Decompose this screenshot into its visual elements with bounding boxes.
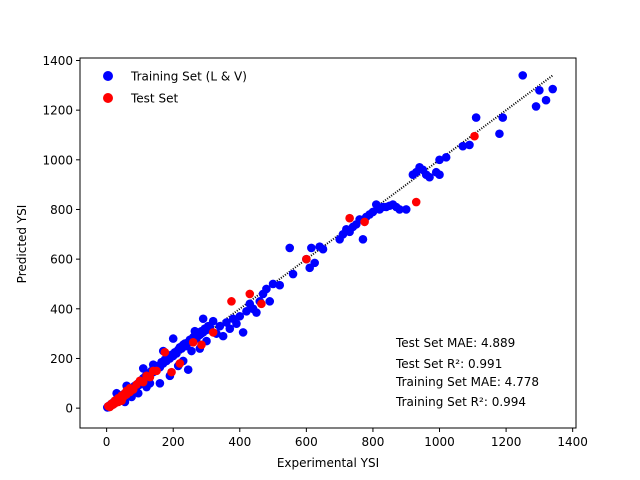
training-point: [187, 346, 196, 356]
test-point: [208, 328, 218, 337]
training-point: [518, 71, 528, 80]
training-point: [531, 102, 541, 111]
y-tick-label: 400: [50, 302, 73, 316]
x-axis-ticks: 0 200 400 600 800 1000 1200 1400: [103, 428, 588, 449]
training-point: [535, 85, 544, 95]
training-point: [232, 319, 241, 329]
training-point: [285, 243, 295, 253]
x-tick-label: 1000: [424, 435, 455, 449]
training-point: [155, 379, 165, 388]
training-point: [252, 308, 261, 317]
training-point: [471, 113, 481, 122]
training-point: [168, 334, 178, 343]
test-point: [245, 289, 255, 299]
y-tick-label: 200: [50, 352, 73, 366]
plot-area: [102, 71, 557, 412]
test-point: [175, 359, 185, 368]
x-tick-label: 200: [162, 435, 185, 449]
training-point: [238, 328, 248, 337]
training-point: [190, 326, 200, 336]
training-point: [495, 129, 504, 139]
annotation-training-r2: Training Set R²: 0.994: [395, 395, 526, 409]
training-point: [268, 279, 278, 289]
training-point: [441, 153, 451, 162]
training-point: [548, 84, 557, 94]
y-tick-label: 1200: [42, 104, 73, 118]
training-point: [198, 314, 208, 324]
test-series: [103, 131, 479, 412]
y-tick-label: 600: [50, 253, 73, 267]
training-point: [215, 321, 225, 331]
test-point: [167, 367, 176, 377]
x-tick-label: 1200: [491, 435, 522, 449]
training-point: [138, 364, 148, 373]
training-point: [225, 324, 235, 333]
x-tick-label: 0: [103, 435, 111, 449]
test-point: [345, 213, 354, 223]
annotation-test-r2: Test Set R²: 0.991: [395, 357, 502, 371]
training-point: [465, 140, 474, 150]
axes-frame: [79, 57, 577, 429]
training-point: [307, 243, 316, 253]
x-tick-label: 800: [361, 435, 384, 449]
training-point: [208, 316, 218, 326]
test-point: [257, 299, 266, 309]
x-tick-label: 600: [295, 435, 318, 449]
test-point: [197, 340, 206, 350]
legend-marker-test: [103, 93, 113, 103]
metrics-annotation: Test Set MAE: 4.889 Test Set R²: 0.991 T…: [395, 336, 539, 409]
x-axis-label: Experimental YSI: [277, 456, 379, 470]
test-point: [152, 366, 161, 376]
training-point: [435, 170, 444, 180]
training-point: [401, 205, 411, 214]
training-point: [235, 311, 245, 321]
legend: Training Set (L & V) Test Set: [103, 70, 247, 106]
training-point: [242, 306, 251, 316]
legend-label-training: Training Set (L & V): [130, 70, 247, 84]
test-point: [122, 386, 131, 396]
test-point: [302, 254, 311, 264]
legend-label-test: Test Set: [130, 92, 178, 106]
annotation-training-mae: Training Set MAE: 4.778: [395, 375, 539, 389]
test-point: [470, 131, 479, 141]
training-point: [183, 365, 193, 374]
training-point: [218, 331, 228, 341]
training-point: [541, 95, 551, 105]
test-point: [160, 347, 170, 357]
training-point: [395, 205, 404, 214]
x-tick-label: 400: [228, 435, 251, 449]
training-point: [310, 258, 319, 268]
test-point: [360, 217, 369, 227]
training-point: [425, 172, 434, 182]
y-axis-ticks: 0 200 400 600 800 1000 1200 1400: [42, 54, 80, 416]
test-point: [411, 197, 421, 207]
training-point: [318, 244, 328, 254]
test-point: [110, 398, 120, 408]
training-point: [145, 379, 155, 388]
x-tick-label: 1400: [557, 435, 588, 449]
y-axis-label: Predicted YSI: [15, 205, 29, 284]
y-tick-label: 1000: [42, 153, 73, 167]
test-point: [117, 396, 126, 405]
training-point: [265, 297, 275, 306]
test-point: [227, 297, 236, 306]
y-tick-label: 800: [50, 203, 73, 217]
training-point: [262, 284, 271, 294]
training-point: [498, 113, 508, 122]
training-point: [275, 280, 285, 290]
y-tick-label: 1400: [42, 54, 73, 68]
training-point: [368, 207, 378, 217]
training-point: [358, 234, 368, 244]
training-point: [288, 269, 298, 279]
test-point: [188, 338, 198, 347]
legend-marker-training: [103, 71, 113, 81]
training-point: [435, 155, 444, 165]
y-tick-label: 0: [65, 402, 73, 416]
training-point: [458, 141, 468, 151]
annotation-test-mae: Test Set MAE: 4.889: [395, 336, 515, 350]
